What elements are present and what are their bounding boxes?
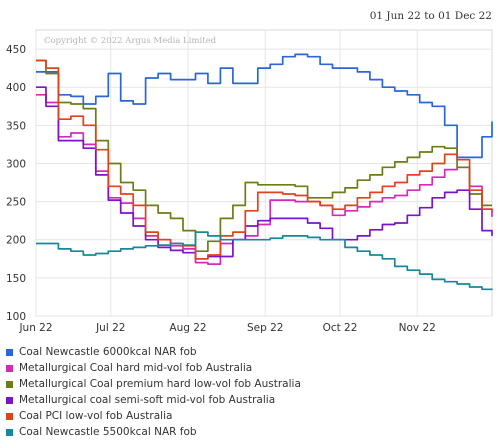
legend-item: Coal Newcastle 6000kcal NAR fob — [6, 344, 496, 360]
plot-area: 100 150 200 250 300 350 400 450 Jun 22 Jul 22 Aug … — [6, 29, 493, 334]
y-tick-label: 350 — [6, 120, 26, 132]
y-tick-label: 100 — [6, 311, 26, 323]
legend-item: Coal PCI low-vol fob Australia — [6, 408, 496, 424]
series-line-4 — [36, 86, 493, 260]
series-line-1 — [36, 53, 493, 159]
legend-swatch — [6, 348, 13, 356]
legend-item: Metallurgical Coal hard mid-vol fob Aust… — [6, 360, 496, 376]
legend-label: Metallurgical coal semi-soft mid-vol fob… — [19, 394, 276, 406]
x-tick-label: Oct 22 — [323, 322, 358, 334]
series-line-5 — [36, 59, 493, 260]
legend-item: Coal Newcastle 5500kcal NAR fob — [6, 424, 496, 440]
legend-swatch — [6, 396, 13, 404]
y-tick-label: 150 — [6, 273, 26, 285]
legend-swatch — [6, 364, 13, 372]
legend-label: Metallurgical Coal hard mid-vol fob Aust… — [19, 362, 253, 374]
x-tick-label: Nov 22 — [399, 322, 436, 334]
legend-swatch — [6, 428, 13, 436]
y-tick-label: 250 — [6, 197, 26, 209]
plot-frame — [35, 29, 493, 317]
legend-label: Coal Newcastle 6000kcal NAR fob — [19, 346, 197, 358]
legend-swatch — [6, 412, 13, 420]
y-tick-label: 400 — [6, 82, 26, 94]
x-tick-label: Aug 22 — [169, 322, 206, 334]
legend-label: Coal Newcastle 5500kcal NAR fob — [19, 426, 197, 438]
x-tick-label: Sep 22 — [247, 322, 284, 334]
legend-item: Metallurgical coal semi-soft mid-vol fob… — [6, 392, 496, 408]
series-line-6 — [36, 231, 493, 291]
legend-item: Metallurgical Coal premium hard low-vol … — [6, 376, 496, 392]
y-tick-label: 300 — [6, 158, 26, 170]
x-tick-label: Jul 22 — [95, 322, 125, 334]
copyright-text: Copyright © 2022 Argus Media Limited — [44, 36, 217, 46]
legend-label: Metallurgical Coal premium hard low-vol … — [19, 378, 301, 390]
legend-label: Coal PCI low-vol fob Australia — [19, 410, 173, 422]
legend-swatch — [6, 380, 13, 388]
y-tick-label: 200 — [6, 235, 26, 247]
legend: Coal Newcastle 6000kcal NAR fob Metallurg… — [6, 344, 496, 440]
y-tick-label: 450 — [6, 44, 26, 56]
x-tick-label: Jun 22 — [18, 322, 52, 334]
date-range-label: 01 Jun 22 to 01 Dec 22 — [369, 10, 492, 22]
